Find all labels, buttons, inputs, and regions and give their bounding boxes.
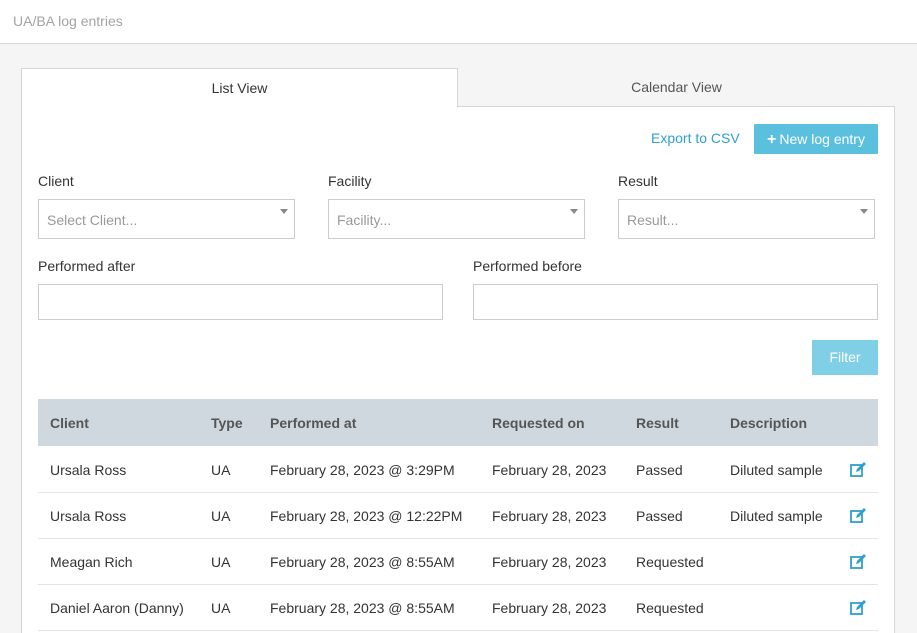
column-header-performed-at[interactable]: Performed at	[270, 415, 357, 431]
type-link[interactable]: UA	[211, 508, 231, 524]
performed-at: February 28, 2023 @ 12:22PM	[270, 508, 463, 524]
edit-icon[interactable]	[850, 554, 866, 569]
client-link[interactable]: Ursala Ross	[50, 462, 127, 478]
performed-before-input[interactable]	[473, 284, 878, 320]
client-link[interactable]: Daniel Aaron (Danny)	[50, 600, 184, 616]
performed-at: February 28, 2023 @ 3:29PM	[270, 462, 455, 478]
tab-calendar-view[interactable]: Calendar View	[458, 68, 895, 107]
performed-after-label: Performed after	[38, 258, 136, 274]
new-log-entry-button[interactable]: + New log entry	[754, 124, 878, 154]
result-label: Result	[618, 173, 658, 189]
type-link[interactable]: UA	[211, 600, 231, 616]
client-label: Client	[38, 173, 74, 189]
requested-on: February 28, 2023	[492, 462, 607, 478]
column-header-type[interactable]: Type	[211, 415, 243, 431]
type-link[interactable]: UA	[211, 554, 231, 570]
client-placeholder: Select Client...	[47, 212, 138, 228]
description: Diluted sample	[730, 508, 823, 524]
client-select[interactable]: Select Client...	[38, 199, 295, 239]
client-link[interactable]: Meagan Rich	[50, 554, 133, 570]
performed-after-input[interactable]	[38, 284, 443, 320]
result-select[interactable]: Result...	[618, 199, 875, 239]
result: Passed	[636, 508, 683, 524]
plus-icon: +	[767, 131, 777, 148]
filter-button[interactable]: Filter	[812, 340, 878, 375]
edit-icon[interactable]	[850, 600, 866, 615]
table-row: Meagan Rich UA February 28, 2023 @ 8:55A…	[38, 539, 878, 585]
facility-select[interactable]: Facility...	[328, 199, 585, 239]
edit-icon[interactable]	[850, 508, 866, 523]
result: Requested	[636, 600, 704, 616]
table-row: Daniel Aaron (Danny) UA February 28, 202…	[38, 585, 878, 631]
column-header-client[interactable]: Client	[50, 415, 89, 431]
performed-at: February 28, 2023 @ 8:55AM	[270, 600, 455, 616]
description: Diluted sample	[730, 462, 823, 478]
page-title: UA/BA log entries	[13, 13, 123, 29]
new-log-entry-label: New log entry	[779, 131, 865, 147]
tab-list-view[interactable]: List View	[21, 68, 458, 107]
result-placeholder: Result...	[627, 212, 679, 228]
facility-label: Facility	[328, 173, 372, 189]
result: Requested	[636, 554, 704, 570]
performed-at: February 28, 2023 @ 8:55AM	[270, 554, 455, 570]
column-header-requested-on[interactable]: Requested on	[492, 415, 585, 431]
table-row: Ursala Ross UA February 28, 2023 @ 12:22…	[38, 493, 878, 539]
result: Passed	[636, 462, 683, 478]
chevron-down-icon	[860, 209, 868, 214]
column-header-result[interactable]: Result	[636, 415, 679, 431]
requested-on: February 28, 2023	[492, 600, 607, 616]
edit-icon[interactable]	[850, 462, 866, 477]
type-link[interactable]: UA	[211, 462, 231, 478]
chevron-down-icon	[570, 209, 578, 214]
export-csv-link[interactable]: Export to CSV	[651, 130, 740, 146]
performed-before-label: Performed before	[473, 258, 582, 274]
requested-on: February 28, 2023	[492, 554, 607, 570]
table-row: Ursala Ross UA February 28, 2023 @ 3:29P…	[38, 447, 878, 493]
top-bar: UA/BA log entries	[0, 0, 917, 44]
client-link[interactable]: Ursala Ross	[50, 508, 127, 524]
requested-on: February 28, 2023	[492, 508, 607, 524]
facility-placeholder: Facility...	[337, 212, 392, 228]
chevron-down-icon	[280, 209, 288, 214]
table-header: Client Type Performed at Requested on Re…	[38, 399, 878, 446]
column-header-description[interactable]: Description	[730, 415, 808, 431]
